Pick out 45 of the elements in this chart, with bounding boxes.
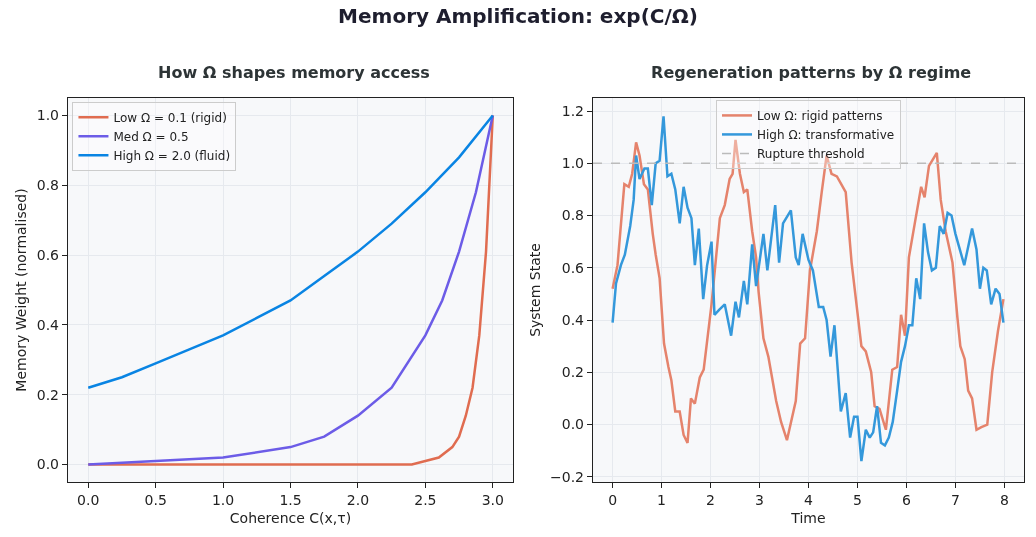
text: Memory Amplification: exp(C/Ω) <box>337 4 699 28</box>
x-tick-label: 2 <box>706 492 716 508</box>
x-tick-label: 1 <box>657 492 667 508</box>
ref-line-label: Rupture threshold <box>757 147 865 162</box>
y-tick-label: −0.2 <box>550 468 584 485</box>
x-tick-label: 6 <box>901 492 911 508</box>
y-tick-label: 1.0 <box>36 107 59 124</box>
y-tick-label: 0.0 <box>561 416 584 433</box>
x-tick-label: 7 <box>950 492 960 508</box>
legend-label: High Ω: transformative <box>757 128 895 143</box>
x-tick-label: 2.5 <box>414 492 437 508</box>
x-axis-title: Coherence C(x,τ) <box>229 510 352 527</box>
x-tick-label: 5 <box>853 492 862 508</box>
chart-title: How Ω shapes memory access <box>158 63 430 83</box>
x-tick-label: 2.0 <box>346 492 370 508</box>
y-tick-label: 1.2 <box>561 102 584 119</box>
y-tick-label: 0.2 <box>36 386 59 403</box>
y-tick-label: 0.8 <box>36 177 59 194</box>
y-tick-label: 0.8 <box>561 207 584 224</box>
y-tick-label: 0.2 <box>561 364 584 381</box>
x-tick-label: 0 <box>608 492 618 508</box>
x-tick-label: 0.0 <box>77 492 100 508</box>
x-tick-label: 1.0 <box>211 492 235 508</box>
chart-title: Regeneration patterns by Ω regime <box>651 63 972 83</box>
x-tick-label: 0.5 <box>144 492 167 508</box>
y-tick-label: 0.6 <box>561 259 585 276</box>
x-tick-label: 3.0 <box>481 492 504 508</box>
y-axis-title: System State <box>526 243 543 337</box>
x-tick-label: 3 <box>755 492 764 508</box>
x-tick-label: 4 <box>804 492 814 508</box>
y-tick-label: 0.0 <box>36 456 59 473</box>
x-tick-label: 8 <box>999 492 1009 508</box>
y-tick-label: 0.4 <box>36 316 60 333</box>
y-tick-label: 1.0 <box>561 155 584 172</box>
legend-label: Low Ω: rigid patterns <box>757 109 883 124</box>
x-axis-title: Time <box>790 510 826 527</box>
y-tick-label: 0.6 <box>36 246 60 263</box>
legend-label: Med Ω = 0.5 <box>113 130 189 145</box>
y-axis-title: Memory Weight (normalised) <box>13 188 30 392</box>
x-tick-label: 1.5 <box>279 492 302 508</box>
legend-label: Low Ω = 0.1 (rigid) <box>113 111 227 126</box>
legend-label: High Ω = 2.0 (fluid) <box>113 149 231 164</box>
line-series <box>86 114 495 389</box>
y-tick-label: 0.4 <box>561 311 585 328</box>
line-series <box>86 114 495 466</box>
